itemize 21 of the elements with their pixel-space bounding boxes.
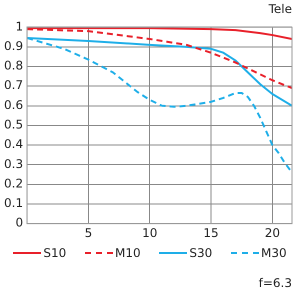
x-tick-label: 10 xyxy=(142,226,158,240)
y-tick-label: 0.4 xyxy=(4,137,24,152)
y-tick-label: 0.5 xyxy=(4,118,24,132)
y-tick-label: 0.8 xyxy=(4,58,24,73)
legend-label: S10 xyxy=(43,246,66,260)
y-tick-label: 0.6 xyxy=(4,98,24,112)
y-tick-label: 0.2 xyxy=(4,176,24,190)
text: Tele xyxy=(268,2,292,16)
y-tick-label: 0.7 xyxy=(4,78,24,92)
x-tick-label: 5 xyxy=(84,226,92,240)
legend-label: M10 xyxy=(114,246,141,260)
y-tick-label: 0 xyxy=(15,216,24,230)
legend-label: M30 xyxy=(260,246,287,260)
y-tick-label: 0.1 xyxy=(4,196,24,210)
y-tick-label: 0.3 xyxy=(4,156,24,171)
x-tick-label: 15 xyxy=(203,226,219,240)
y-tick-label: 1 xyxy=(15,19,24,34)
x-tick-label: 20 xyxy=(264,226,280,240)
text: f=6.3 xyxy=(258,276,292,290)
y-tick-label: 0.9 xyxy=(4,38,24,53)
legend-label: S30 xyxy=(189,246,212,260)
